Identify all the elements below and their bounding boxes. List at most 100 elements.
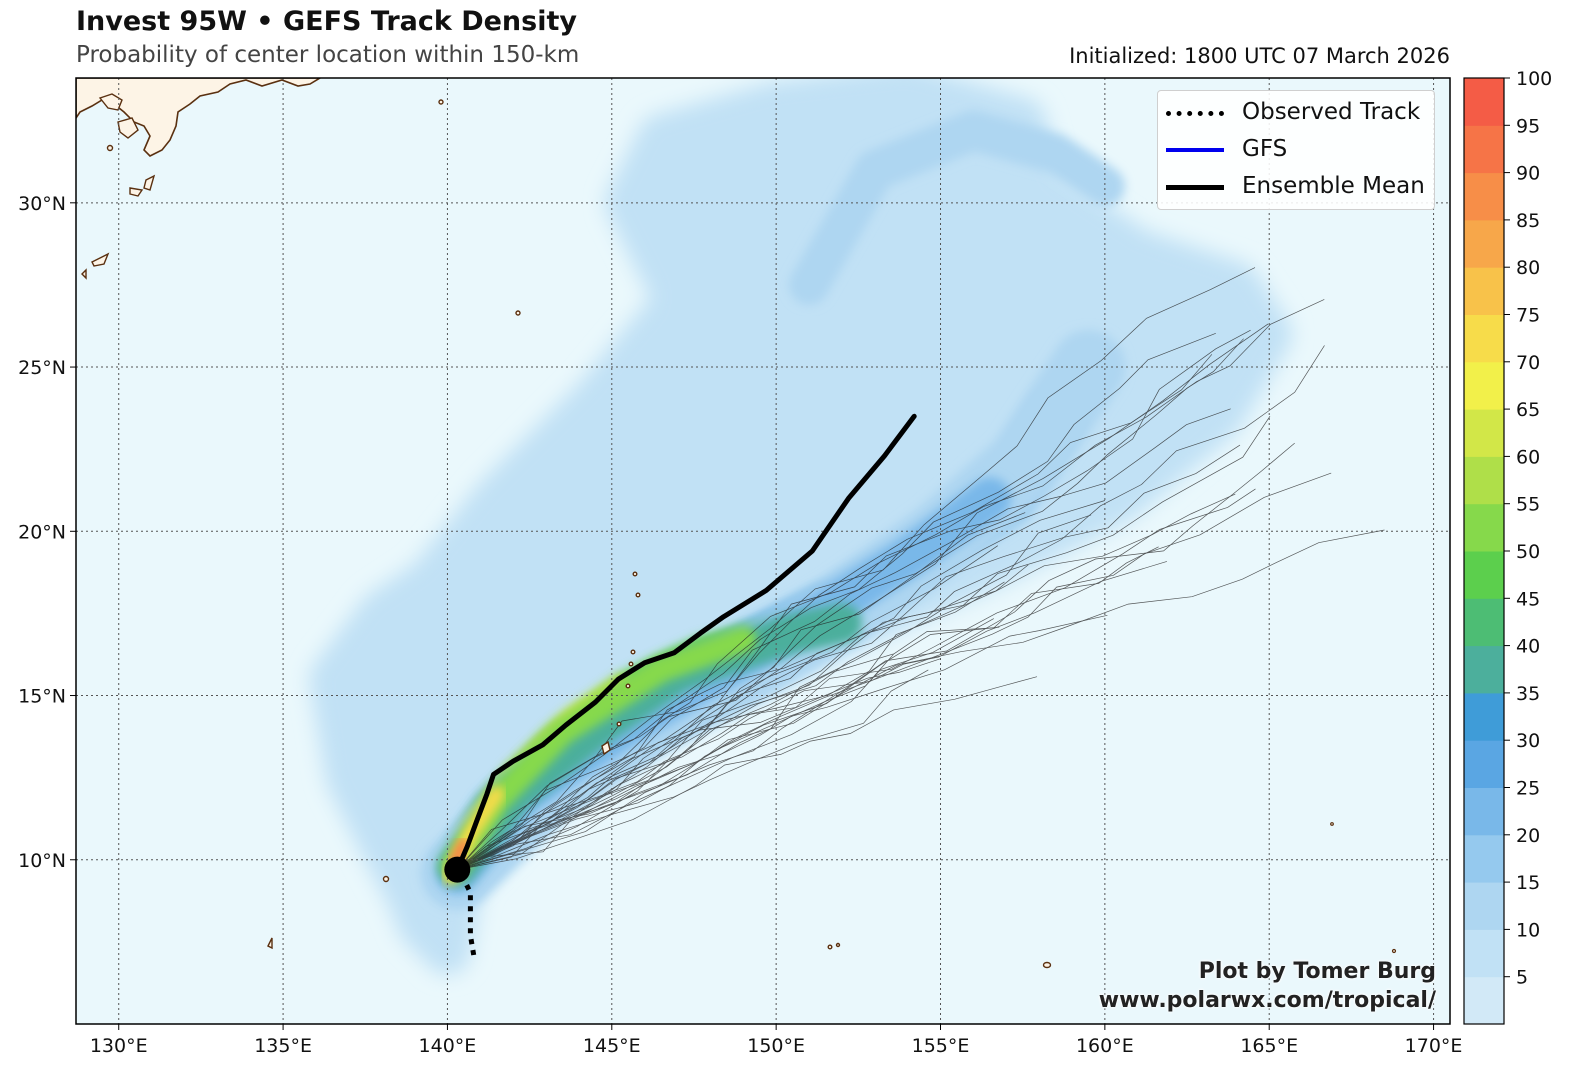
colorbar-segment bbox=[1464, 125, 1504, 174]
ensemble-member-track bbox=[457, 529, 1385, 870]
lon-tick-label: 165°E bbox=[1240, 1035, 1298, 1057]
colorbar-tick-label: 20 bbox=[1516, 825, 1540, 847]
axis-labels: 130°E 135°E 140°E 145°E 150°E 155°E 160°E 165°E… bbox=[18, 193, 1462, 1057]
island bbox=[382, 875, 390, 883]
colorbar-tick-label: 40 bbox=[1516, 636, 1540, 658]
island bbox=[129, 187, 144, 197]
ensemble-member-track bbox=[457, 488, 1256, 870]
island bbox=[515, 310, 521, 316]
lon-tick-label: 135°E bbox=[254, 1035, 312, 1057]
island bbox=[616, 721, 622, 727]
legend-swatch-gfs bbox=[1166, 148, 1224, 152]
colorbar-tick-label: 30 bbox=[1516, 730, 1540, 752]
density-band bbox=[789, 110, 1125, 305]
colorbar-segment bbox=[1464, 172, 1504, 221]
kyushu-island bbox=[98, 93, 123, 111]
legend-swatch-ensemble-mean bbox=[1166, 185, 1224, 190]
legend-item-observed: Observed Track bbox=[1158, 95, 1434, 131]
island bbox=[635, 592, 641, 598]
colorbar-tick-label: 50 bbox=[1516, 541, 1540, 563]
colorbar-segment bbox=[1464, 929, 1504, 978]
colorbar-segment bbox=[1464, 78, 1504, 126]
colorbar-segment bbox=[1464, 976, 1504, 1025]
chart-subtitle: Probability of center location within 15… bbox=[76, 42, 580, 68]
ensemble-member-track bbox=[457, 514, 1092, 870]
gridlines bbox=[76, 78, 1450, 1024]
lon-tick-label: 160°E bbox=[1076, 1035, 1134, 1057]
island bbox=[143, 174, 156, 191]
ensemble-member-track bbox=[457, 408, 1231, 870]
ensemble-member-track bbox=[457, 329, 1251, 870]
legend-item-gfs: GFS bbox=[1158, 132, 1434, 168]
colorbar-segment bbox=[1464, 787, 1504, 836]
colorbar-segment bbox=[1464, 692, 1504, 741]
island bbox=[1330, 822, 1334, 826]
colorbar-segment bbox=[1464, 740, 1504, 788]
ensemble-member-track bbox=[457, 581, 1005, 870]
island bbox=[1042, 961, 1052, 969]
legend-label: GFS bbox=[1242, 136, 1288, 162]
colorbar-tick-label: 15 bbox=[1516, 872, 1540, 894]
observed-track bbox=[458, 871, 477, 956]
colorbar: 5 10 15 20 25 30 35 40 45 50 55 60 65 70 75 80 85 90 95 100 bbox=[1463, 68, 1552, 1025]
ensemble-member-track bbox=[457, 614, 1108, 870]
colorbar-tick-label: 70 bbox=[1516, 352, 1540, 374]
density-band-shape bbox=[789, 110, 1125, 305]
colorbar-segment bbox=[1464, 219, 1504, 268]
lat-tick-label: 10°N bbox=[18, 850, 66, 872]
lon-tick-label: 155°E bbox=[912, 1035, 970, 1057]
ensemble-member-track bbox=[457, 416, 1271, 870]
colorbar-tick-label: 75 bbox=[1516, 305, 1540, 327]
lat-tick-label: 30°N bbox=[18, 193, 66, 215]
colorbar-segment bbox=[1464, 645, 1504, 694]
colorbar-segment bbox=[1464, 834, 1504, 883]
credit-url[interactable]: www.polarwx.com/tropical/ bbox=[1098, 988, 1436, 1013]
colorbar-segment bbox=[1464, 503, 1504, 552]
lat-tick-label: 25°N bbox=[18, 357, 66, 379]
legend-swatch-observed bbox=[1166, 111, 1224, 116]
island bbox=[106, 144, 114, 152]
ensemble-member-track bbox=[457, 500, 1106, 870]
island bbox=[628, 661, 634, 667]
lon-tick-label: 170°E bbox=[1405, 1035, 1463, 1057]
colorbar-segment bbox=[1464, 551, 1504, 599]
ensemble-mean-track bbox=[454, 413, 917, 873]
lon-tick-label: 130°E bbox=[90, 1035, 148, 1057]
colorbar-tick-label: 5 bbox=[1516, 967, 1528, 989]
colorbar-segment bbox=[1464, 882, 1504, 930]
colorbar-tick-label: 35 bbox=[1516, 683, 1540, 705]
legend: Observed Track GFS Ensemble Mean bbox=[1157, 90, 1435, 210]
ensemble-member-track bbox=[457, 442, 1295, 870]
island bbox=[81, 268, 87, 280]
lat-tick-label: 15°N bbox=[18, 686, 66, 708]
colorbar-tick-label: 90 bbox=[1516, 163, 1540, 185]
colorbar-segment bbox=[1464, 314, 1504, 363]
ensemble-member-track bbox=[457, 444, 1241, 870]
ensemble-member-track bbox=[457, 354, 1213, 870]
ensemble-member-track bbox=[457, 345, 1325, 870]
colorbar-tick-label: 60 bbox=[1516, 446, 1540, 468]
lon-tick-label: 140°E bbox=[419, 1035, 477, 1057]
island bbox=[632, 571, 638, 577]
colorbar-segment bbox=[1464, 267, 1504, 315]
colorbar-segment bbox=[1464, 456, 1504, 505]
island bbox=[438, 99, 444, 105]
island bbox=[625, 683, 631, 689]
guam-island bbox=[601, 740, 611, 756]
colorbar-segment bbox=[1464, 361, 1504, 410]
ensemble-member-track bbox=[457, 332, 1216, 870]
colorbar-tick-label: 85 bbox=[1516, 210, 1540, 232]
storm-center-marker bbox=[444, 856, 471, 883]
lon-tick-label: 150°E bbox=[747, 1035, 805, 1057]
ensemble-member-track bbox=[457, 323, 1269, 870]
island bbox=[630, 649, 636, 655]
initialized-time: Initialized: 1800 UTC 07 March 2026 bbox=[1069, 44, 1450, 68]
tracks-layer bbox=[444, 413, 917, 956]
colorbar-tick-label: 95 bbox=[1516, 115, 1540, 137]
credit-author: Plot by Tomer Burg bbox=[1198, 959, 1436, 984]
legend-label: Observed Track bbox=[1242, 99, 1421, 125]
colorbar-tick-label: 10 bbox=[1516, 919, 1540, 941]
colorbar-tick-label: 25 bbox=[1516, 778, 1540, 800]
legend-label: Ensemble Mean bbox=[1242, 173, 1425, 199]
